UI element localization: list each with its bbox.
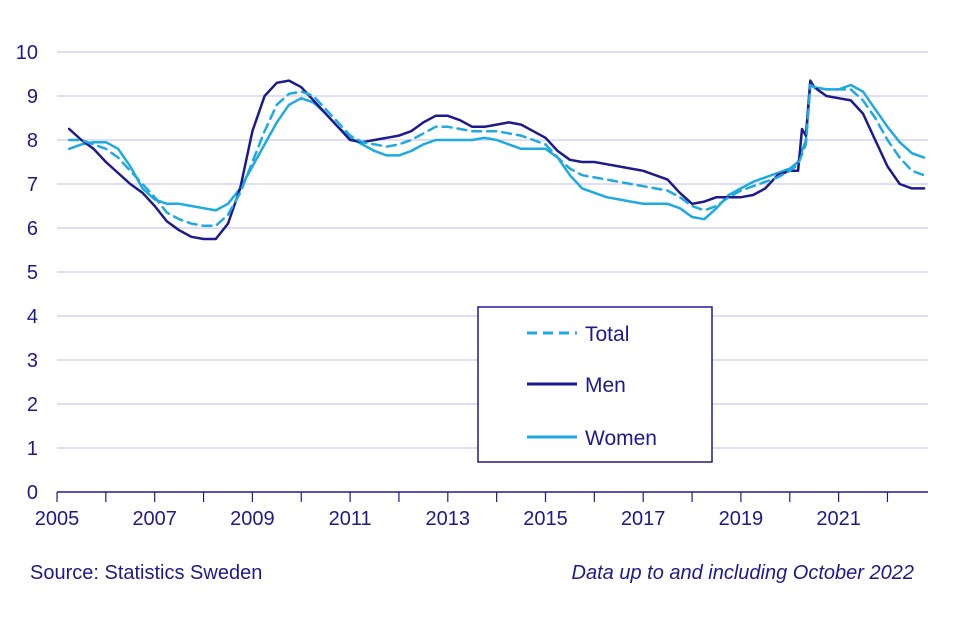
x-tick-label: 2005 [35, 508, 80, 530]
y-tick-label: 9 [27, 86, 38, 108]
y-tick-label: 5 [27, 262, 38, 284]
source-note: Source: Statistics Sweden [30, 562, 263, 584]
y-axis-ticks: 0 1 2 3 4 5 6 7 8 9 10 [16, 42, 38, 504]
y-tick-label: 0 [27, 482, 38, 504]
y-tick-label: 3 [27, 350, 38, 372]
x-tick-label: 2019 [719, 508, 764, 530]
y-tick-label: 10 [16, 42, 38, 64]
series-lines [67, 79, 926, 241]
legend-label-men: Men [585, 374, 626, 397]
x-tick-label: 2009 [230, 508, 275, 530]
x-tick-label: 2013 [426, 508, 471, 530]
legend-label-women: Women [585, 427, 657, 450]
y-tick-label: 8 [27, 130, 38, 152]
x-tick-label: 2011 [329, 508, 372, 530]
x-tick-label: 2021 [816, 508, 861, 530]
x-axis: 2005 2007 2009 2011 2013 2015 2017 2019 2021 [35, 491, 928, 530]
y-tick-label: 4 [27, 306, 38, 328]
series-line-women [67, 83, 926, 221]
y-tick-label: 7 [27, 174, 38, 196]
legend: Total Men Women [477, 306, 713, 463]
legend-label-total: Total [585, 323, 629, 346]
y-tick-label: 6 [27, 218, 38, 240]
data-coverage-note: Data up to and including October 2022 [571, 562, 914, 584]
y-tick-label: 1 [27, 438, 38, 460]
x-tick-label: 2015 [523, 508, 568, 530]
y-tick-label: 2 [27, 394, 38, 416]
gridlines [57, 51, 928, 449]
series-line-total [67, 83, 926, 228]
legend-box [477, 306, 713, 463]
x-tick-label: 2017 [621, 508, 666, 530]
x-tick-label: 2007 [132, 508, 177, 530]
series-line-men [67, 79, 926, 241]
